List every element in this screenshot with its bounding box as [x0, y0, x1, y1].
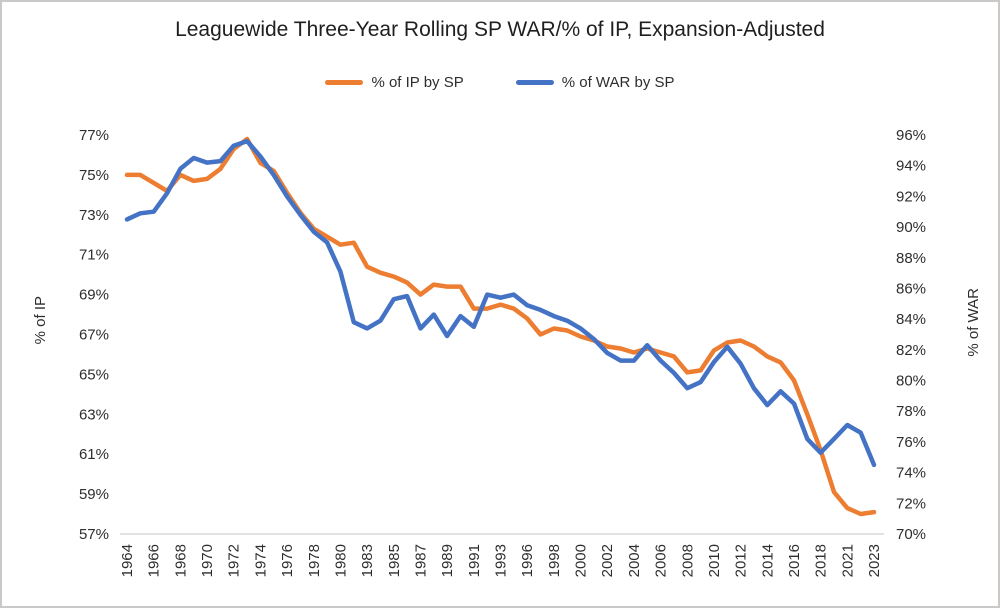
x-axis-tick-label: 2012 — [733, 544, 750, 577]
y-axis-left-tick-label: 71% — [79, 247, 109, 264]
y-axis-right-tick-label: 78% — [896, 403, 926, 420]
y-axis-left-tick-label: 67% — [79, 327, 109, 344]
x-axis-tick-label: 1968 — [172, 544, 189, 577]
series-line-war-by-sp — [124, 138, 877, 468]
y-axis-title-right: % of WAR — [965, 288, 982, 357]
x-axis-tick-label: 1989 — [439, 544, 456, 577]
y-axis-right-tick-label: 76% — [896, 434, 926, 451]
x-axis-tick-label: 2023 — [866, 544, 883, 577]
x-axis-tick-label: 1985 — [386, 544, 403, 577]
y-axis-left-tick-label: 65% — [79, 366, 109, 383]
x-axis-tick-label: 1991 — [466, 544, 483, 577]
y-axis-right-tick-label: 90% — [896, 219, 926, 236]
series-line-ip-by-sp — [124, 136, 877, 517]
y-axis-left-tick-label: 75% — [79, 167, 109, 184]
x-axis-tick-label: 1983 — [359, 544, 376, 577]
x-axis-tick-label: 1993 — [493, 544, 510, 577]
x-axis-tick-label: 2021 — [839, 544, 856, 577]
legend-line-swatch-war — [515, 80, 554, 85]
y-axis-right-tick-label: 86% — [896, 280, 926, 297]
legend: % of IP by SP % of WAR by SP — [2, 74, 998, 91]
y-axis-right-tick-label: 72% — [896, 495, 926, 512]
x-axis-tick-label: 1972 — [226, 544, 243, 577]
y-axis-left-tick-label: 57% — [79, 526, 109, 543]
x-axis-tick-label: 2014 — [759, 544, 776, 577]
legend-label-ip: % of IP by SP — [371, 74, 464, 91]
x-axis-tick-label: 2004 — [626, 544, 643, 577]
y-axis-title-left: % of IP — [32, 296, 49, 345]
y-axis-right-tick-label: 92% — [896, 188, 926, 205]
x-axis-tick-label: 2010 — [706, 544, 723, 577]
y-axis-left-tick-label: 61% — [79, 446, 109, 463]
y-axis-right-tick-label: 74% — [896, 465, 926, 482]
legend-label-war: % of WAR by SP — [561, 74, 675, 91]
x-axis-tick-label: 2006 — [653, 544, 670, 577]
x-axis-tick-label: 2018 — [813, 544, 830, 577]
x-axis-tick-label: 2016 — [786, 544, 803, 577]
chart-title: Leaguewide Three-Year Rolling SP WAR/% o… — [175, 18, 825, 41]
x-axis-tick-label: 2000 — [573, 544, 590, 577]
x-axis-tick-label: 2008 — [679, 544, 696, 577]
y-axis-right-tick-label: 82% — [896, 342, 926, 359]
y-axis-right-tick-label: 80% — [896, 373, 926, 390]
y-axis-left-tick-label: 63% — [79, 406, 109, 423]
y-axis-right-tick-label: 96% — [896, 127, 926, 144]
legend-item-war: % of WAR by SP — [515, 74, 675, 91]
x-axis-tick-label: 1996 — [519, 544, 536, 577]
y-axis-left-tick-label: 73% — [79, 207, 109, 224]
y-axis-left-tick-label: 69% — [79, 287, 109, 304]
y-axis-right-tick-label: 88% — [896, 250, 926, 267]
x-axis-tick-label: 1976 — [279, 544, 296, 577]
legend-item-ip: % of IP by SP — [325, 74, 464, 91]
x-axis-tick-label: 1964 — [119, 544, 136, 577]
y-axis-left-tick-label: 77% — [79, 127, 109, 144]
y-axis-right-tick-label: 94% — [896, 158, 926, 175]
x-axis-tick-label: 1987 — [412, 544, 429, 577]
x-axis-tick-label: 1974 — [252, 544, 269, 577]
x-axis-tick-label: 1998 — [546, 544, 563, 577]
x-axis-tick-label: 2002 — [599, 544, 616, 577]
y-axis-left-tick-label: 59% — [79, 486, 109, 503]
x-axis-tick-label: 1978 — [306, 544, 323, 577]
legend-line-swatch-ip — [325, 80, 364, 85]
x-axis-tick-label: 1966 — [146, 544, 163, 577]
x-axis-tick-label: 1970 — [199, 544, 216, 577]
y-axis-right-tick-label: 70% — [896, 526, 926, 543]
y-axis-right-tick-label: 84% — [896, 311, 926, 328]
x-axis-tick-label: 1980 — [332, 544, 349, 577]
